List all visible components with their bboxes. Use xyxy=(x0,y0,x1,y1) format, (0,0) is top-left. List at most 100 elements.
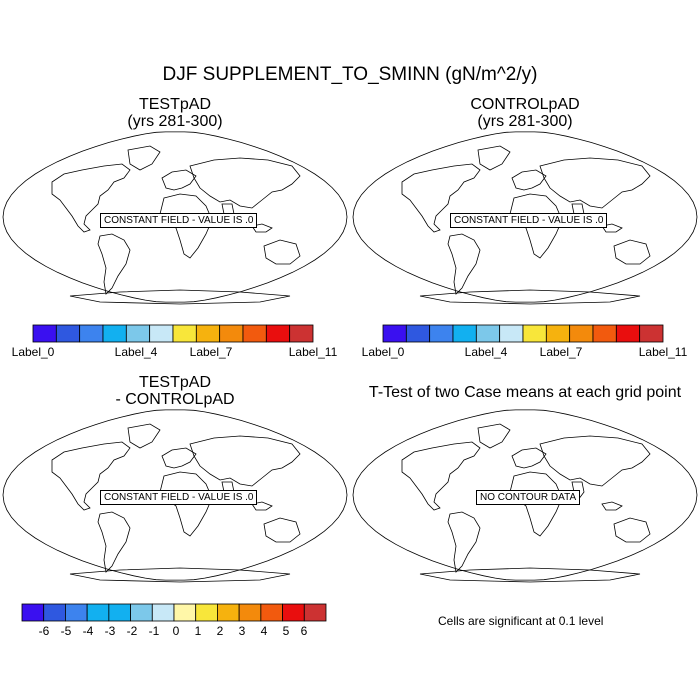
panel-3-message: CONSTANT FIELD - VALUE IS .0 xyxy=(100,490,258,505)
cb3-label: -3 xyxy=(104,624,116,638)
colorbar-swatch xyxy=(282,603,305,622)
colorbar-difference xyxy=(21,603,327,622)
panel-2-message: CONSTANT FIELD - VALUE IS .0 xyxy=(450,213,608,228)
colorbar-swatch xyxy=(32,324,57,343)
panel-3-title: TESTpAD - CONTROLpAD xyxy=(55,374,295,408)
significance-note: Cells are significant at 0.1 level xyxy=(438,614,604,628)
continent-outline xyxy=(69,567,291,583)
colorbar-swatch xyxy=(265,324,291,343)
colorbar-swatch xyxy=(217,603,240,622)
cb3-label: 0 xyxy=(172,624,180,638)
continent-outline xyxy=(511,447,547,469)
panel-3-title-line1: TESTpAD xyxy=(138,374,211,391)
cb1-label-11: Label_11 xyxy=(288,345,338,359)
continent-outline xyxy=(127,423,161,449)
cb2-label-11: Label_11 xyxy=(638,345,688,359)
continent-outline xyxy=(601,223,623,233)
continent-outline xyxy=(97,511,131,573)
continent-outline xyxy=(51,441,131,511)
colorbar-swatch xyxy=(452,324,477,343)
continent-outline xyxy=(477,145,511,171)
cb3-label: -1 xyxy=(148,624,160,638)
continent-outline xyxy=(447,511,481,573)
colorbar-swatch xyxy=(522,324,547,343)
colorbar-swatch xyxy=(149,324,174,343)
cb2-label-7: Label_7 xyxy=(539,345,583,359)
continent-outline xyxy=(401,441,481,511)
colorbar-swatch xyxy=(195,324,221,343)
continent-outline xyxy=(539,435,651,487)
panel-1-message: CONSTANT FIELD - VALUE IS .0 xyxy=(100,213,258,228)
colorbar-swatch xyxy=(172,324,197,343)
panel-4-title: T-Test of two Case means at each grid po… xyxy=(355,384,695,401)
continent-outline xyxy=(511,169,547,191)
colorbar-swatch xyxy=(429,324,454,343)
panel-1-title-line2: (yrs 281-300) xyxy=(127,113,223,130)
continent-outline xyxy=(251,223,273,233)
colorbar-swatch xyxy=(382,324,407,343)
continent-outline xyxy=(161,447,197,469)
cb2-label-0: Label_0 xyxy=(361,345,405,359)
colorbar-test xyxy=(32,324,314,343)
colorbar-swatch xyxy=(79,324,104,343)
continent-outline xyxy=(477,423,511,449)
colorbar-swatch xyxy=(151,603,175,622)
cb3-label: -6 xyxy=(38,624,50,638)
panel-2-title-line1: CONTROLpAD xyxy=(470,96,580,113)
colorbar-swatch xyxy=(499,324,524,343)
colorbar-swatch xyxy=(102,324,127,343)
colorbar-swatch xyxy=(108,603,131,622)
continent-outline xyxy=(251,501,273,511)
colorbar-swatch xyxy=(639,324,664,343)
colorbar-swatch xyxy=(615,324,641,343)
cb3-label: -4 xyxy=(82,624,94,638)
cb3-label: -2 xyxy=(126,624,138,638)
colorbar-swatch xyxy=(475,324,501,343)
colorbar-swatch xyxy=(289,324,314,343)
continent-outline xyxy=(51,163,131,233)
colorbar-swatch xyxy=(65,603,88,622)
cb2-label-4: Label_4 xyxy=(464,345,508,359)
colorbar-swatch xyxy=(592,324,617,343)
colorbar-swatch xyxy=(125,324,151,343)
cb1-label-0: Label_0 xyxy=(11,345,55,359)
panel-1-title: TESTpAD (yrs 281-300) xyxy=(75,96,275,130)
cb3-label: 1 xyxy=(194,624,202,638)
panel-1-title-line1: TESTpAD xyxy=(138,96,211,113)
colorbar-swatch xyxy=(260,603,283,622)
colorbar-swatch xyxy=(43,603,66,622)
colorbar-swatch xyxy=(238,603,262,622)
continent-outline xyxy=(419,567,641,583)
continent-outline xyxy=(613,517,651,543)
continent-outline xyxy=(263,239,301,265)
continent-outline xyxy=(161,169,197,191)
continent-outline xyxy=(69,289,291,305)
cb3-label: -5 xyxy=(60,624,72,638)
colorbar-swatch xyxy=(569,324,594,343)
panel-4-message: NO CONTOUR DATA xyxy=(476,490,581,505)
colorbar-swatch xyxy=(405,324,431,343)
colorbar-swatch xyxy=(545,324,571,343)
cb3-label: 3 xyxy=(238,624,246,638)
continent-outline xyxy=(263,517,301,543)
cb1-label-7: Label_7 xyxy=(189,345,233,359)
colorbar-swatch xyxy=(86,603,110,622)
main-title: DJF SUPPLEMENT_TO_SMINN (gN/m^2/y) xyxy=(162,64,538,85)
panel-2-title: CONTROLpAD (yrs 281-300) xyxy=(425,96,625,130)
colorbar-control xyxy=(382,324,664,343)
colorbar-test-swatches xyxy=(32,324,314,343)
continent-outline xyxy=(401,163,481,233)
panel-3-title-line2: - CONTROLpAD xyxy=(115,391,235,408)
cb1-label-4: Label_4 xyxy=(114,345,158,359)
colorbar-swatch xyxy=(130,603,153,622)
continent-outline xyxy=(127,145,161,171)
colorbar-swatch xyxy=(195,603,218,622)
colorbar-swatch xyxy=(242,324,267,343)
colorbar-swatch xyxy=(219,324,244,343)
colorbar-swatch xyxy=(173,603,197,622)
continent-outline xyxy=(419,289,641,305)
panel-4-title-line1: T-Test of two Case means at each grid po… xyxy=(368,384,682,401)
cb3-label: 5 xyxy=(282,624,290,638)
colorbar-swatch xyxy=(303,603,327,622)
continent-outline xyxy=(189,157,301,209)
